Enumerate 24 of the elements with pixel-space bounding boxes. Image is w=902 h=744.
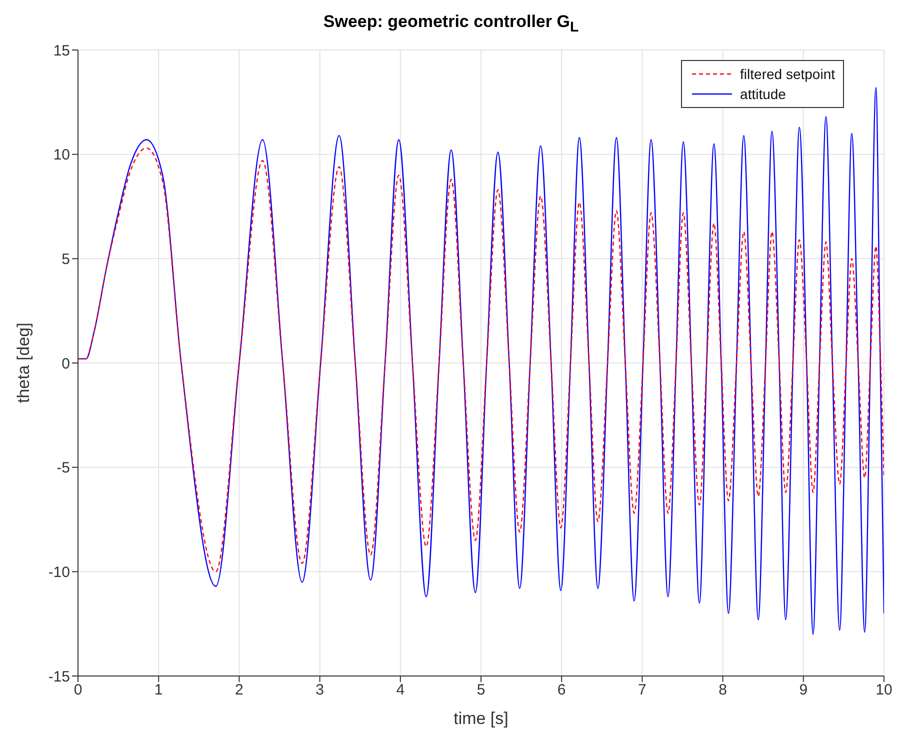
- y-tick-label: -5: [56, 460, 70, 477]
- x-tick-label: 4: [396, 682, 405, 699]
- x-tick-label: 10: [876, 682, 892, 699]
- y-tick-label: 15: [53, 42, 70, 60]
- x-tick-label: 7: [638, 682, 646, 699]
- y-tick-label: -15: [48, 668, 70, 686]
- x-tick-label: 9: [799, 682, 808, 699]
- x-tick-label: 2: [235, 682, 244, 699]
- y-tick-label: -10: [48, 564, 70, 581]
- y-tick-label: 0: [62, 355, 70, 372]
- x-tick-label: 3: [316, 682, 324, 699]
- legend-label: filtered setpoint: [740, 65, 835, 84]
- x-tick-label: 5: [476, 682, 486, 699]
- x-tick-label: 0: [74, 682, 82, 699]
- x-tick-label: 8: [718, 682, 727, 699]
- x-tick-label: 6: [557, 682, 566, 699]
- legend-label: attitude: [740, 85, 786, 104]
- chart-title: Sweep: geometric controller G$_{L}$: [322, 11, 580, 38]
- x-tick-label: 1: [154, 682, 163, 699]
- y-tick-label: 5: [62, 250, 70, 268]
- y-axis-title: theta [deg]: [14, 322, 34, 403]
- line-series: [78, 147, 884, 572]
- x-axis-title: time [s]: [454, 709, 508, 728]
- y-tick-label: 10: [53, 146, 70, 164]
